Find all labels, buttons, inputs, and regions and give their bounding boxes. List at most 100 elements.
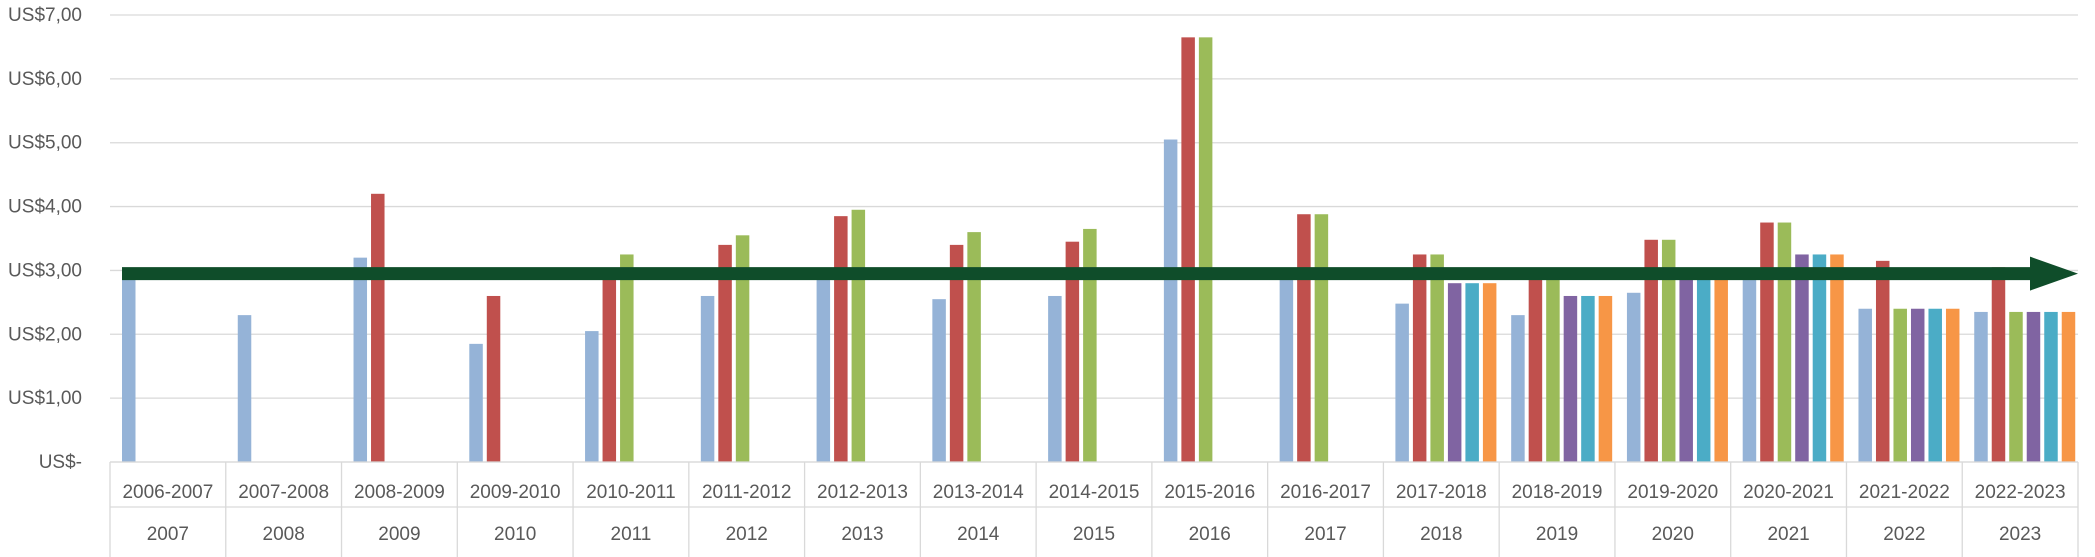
x-tick-label-year: 2007 — [147, 524, 189, 545]
y-tick-label: US$7,00 — [8, 5, 82, 26]
bar — [1812, 254, 1827, 462]
bar — [1679, 273, 1693, 462]
x-axis: 2006-2007 2007 2007-2008 2008 2008-2009 2009 2… — [109, 461, 2079, 557]
bar — [1314, 214, 1329, 462]
bar — [122, 274, 136, 462]
x-tick-label-season: 2009-2010 — [470, 482, 561, 503]
bar — [1795, 254, 1809, 462]
bar — [718, 244, 732, 462]
average-arrow — [122, 256, 2078, 291]
x-tick-label-year: 2018 — [1420, 524, 1462, 545]
x-tick-label-year: 2011 — [611, 524, 652, 545]
x-tick-label-season: 2018-2019 — [1512, 482, 1603, 503]
bar — [1598, 295, 1613, 462]
x-tick-label-year: 2021 — [1767, 524, 1809, 545]
x-tick-label-year: 2009 — [378, 524, 420, 545]
x-tick-label-year: 2016 — [1189, 524, 1231, 545]
y-tick-label: US$4,00 — [8, 197, 82, 218]
bar — [1893, 308, 1907, 462]
bar — [1465, 283, 1479, 462]
x-tick-label-season: 2015-2016 — [1164, 482, 1255, 503]
bar — [585, 331, 599, 462]
bar — [1742, 273, 1757, 462]
bar — [1858, 308, 1872, 462]
x-tick-label-season: 2012-2013 — [817, 482, 908, 503]
bar — [1760, 222, 1774, 462]
x-tick-label-year: 2019 — [1536, 524, 1578, 545]
bar — [1528, 273, 1543, 462]
y-tick-label: US$5,00 — [8, 133, 82, 154]
bar — [1777, 222, 1792, 462]
bar — [1297, 214, 1311, 462]
bar — [1661, 239, 1676, 462]
bar — [1974, 311, 1988, 462]
y-tick-label: US$6,00 — [8, 69, 82, 90]
bar — [2009, 311, 2023, 462]
x-tick-label-season: 2007-2008 — [238, 482, 329, 503]
x-tick-label-season: 2019-2020 — [1627, 482, 1718, 503]
bar — [1048, 295, 1062, 462]
bar — [1875, 260, 1890, 462]
x-tick-label-year: 2015 — [1073, 524, 1115, 545]
bar — [1447, 283, 1462, 462]
bar — [2061, 311, 2076, 462]
x-tick-label-season: 2016-2017 — [1280, 482, 1371, 503]
bar — [237, 315, 252, 462]
bar — [816, 273, 831, 462]
arrow-head — [2030, 256, 2078, 291]
bar — [1696, 273, 1711, 462]
x-tick-label-season: 2020-2021 — [1743, 482, 1834, 503]
x-tick-label-year: 2010 — [494, 524, 536, 545]
x-tick-label-season: 2017-2018 — [1396, 482, 1487, 503]
x-tick-label-season: 2021-2022 — [1859, 482, 1950, 503]
bar — [1563, 295, 1578, 462]
bar — [1644, 239, 1658, 462]
bar — [834, 216, 848, 462]
bar — [1430, 254, 1444, 462]
x-tick-label-year: 2023 — [1999, 524, 2041, 545]
y-tick-label: US$- — [39, 452, 82, 473]
x-tick-label-year: 2020 — [1652, 524, 1694, 545]
x-tick-label-season: 2011-2012 — [702, 482, 791, 503]
bar — [1714, 273, 1728, 462]
bar — [1198, 37, 1213, 462]
x-tick-label-season: 2013-2014 — [933, 482, 1024, 503]
x-tick-label-season: 2022-2023 — [1975, 482, 2066, 503]
y-tick-label: US$1,00 — [8, 388, 82, 409]
bar — [620, 254, 634, 462]
bar — [1546, 273, 1560, 462]
bar — [1945, 308, 1960, 462]
x-tick-label-year: 2022 — [1883, 524, 1925, 545]
bar — [1928, 308, 1942, 462]
bar — [851, 209, 866, 462]
x-tick-label-season: 2014-2015 — [1049, 482, 1140, 503]
y-tick-label: US$2,00 — [8, 324, 82, 345]
x-tick-label-year: 2012 — [726, 524, 768, 545]
bar — [1581, 295, 1595, 462]
bar — [602, 273, 617, 462]
bar — [2026, 311, 2041, 462]
x-tick-label-year: 2013 — [841, 524, 883, 545]
x-tick-label-year: 2008 — [263, 524, 305, 545]
bar — [1830, 254, 1844, 462]
bar — [353, 257, 368, 462]
bar — [1482, 283, 1497, 462]
bar — [700, 295, 715, 462]
bar — [469, 343, 483, 462]
bar — [735, 235, 750, 462]
bar — [1910, 308, 1925, 462]
bar — [932, 299, 946, 462]
x-tick-label-year: 2014 — [957, 524, 1000, 545]
bar — [949, 244, 964, 462]
bar — [1083, 228, 1097, 462]
bar — [486, 295, 501, 462]
x-tick-label-season: 2008-2009 — [354, 482, 445, 503]
bar — [2044, 311, 2058, 462]
bars — [122, 37, 2076, 463]
bar — [967, 232, 981, 462]
x-tick-label-season: 2006-2007 — [122, 482, 213, 503]
bar — [1163, 139, 1178, 462]
x-tick-label-year: 2017 — [1304, 524, 1346, 545]
bar — [1412, 254, 1427, 462]
